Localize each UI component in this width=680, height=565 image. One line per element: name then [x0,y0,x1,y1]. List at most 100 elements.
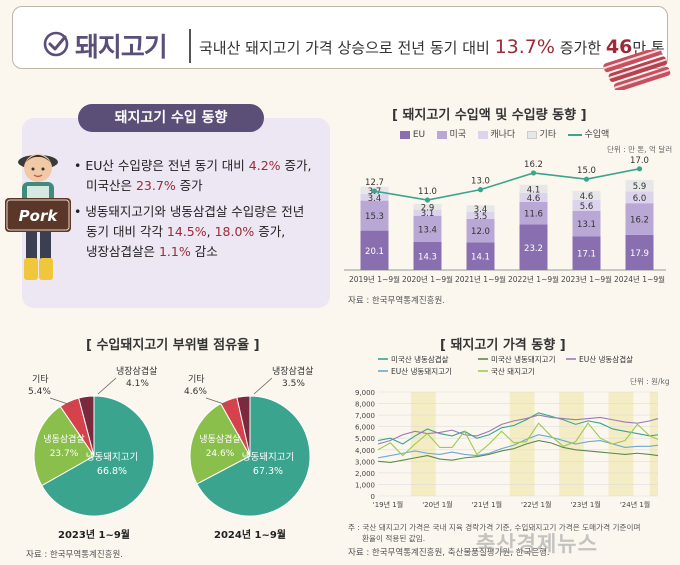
bar-label-2-0: 3.4 [368,194,382,204]
amount-label-3: 16.2 [524,160,543,170]
bar-캐나다-2 [466,211,495,219]
bar-미국-4 [572,210,601,237]
pie-1-value-frozen-pork: 67.3% [253,466,283,477]
pie-0-caption: 2023년 1~9월 [58,528,130,541]
pie-0-label-frozen-pork: 냉동돼지고기 [86,452,138,463]
bar-기타-1 [413,203,442,210]
pie-1-label-frozen-belly: 냉동삼겹살 [199,433,240,445]
price-y-tick-4: 4,000 [355,447,375,455]
bullet2-text-e: 냉장삼겹살은 [86,244,159,259]
bar-EU-1 [413,241,442,270]
price-x-tick-4: '23년 1월 [570,500,600,509]
import-trend-pill: 돼지고기 수입 동향 [78,104,264,132]
x-tick-label-0: 2019년 1~9월 [349,274,400,284]
legend-swatch-us [436,130,447,139]
price-x-tick-5: '24년 1월 [620,500,650,509]
farmer-illustration-icon: Pork [5,154,71,280]
bar-label-3-3: 4.1 [527,185,541,195]
amount-line [374,168,640,201]
price-legend-label-1: 미국산 냉동돼지고기 [491,354,555,364]
shaded-range-2 [559,392,584,496]
watermark-text: 축산경제뉴스 [476,532,598,556]
page-title: 돼지고기 [75,33,168,63]
pie-1-slice-3 [236,395,251,457]
bullet2-text-f: 감소 [190,244,218,259]
price-y-tick-3: 3,000 [355,458,375,466]
bar-label-0-1: 14.3 [418,252,437,262]
bar-label-0-5: 17.9 [630,249,649,259]
bar-label-1-4: 13.1 [577,220,596,230]
price-y-tick-5: 5,000 [355,435,375,443]
price-chart-unit: 단위 : 원/kg [630,377,670,386]
stack-chart-title: [ 돼지고기 수입액 및 수입량 동향 ] [392,108,587,123]
amount-label-1: 11.0 [418,187,437,197]
pie-0-value-frozen-pork: 66.8% [97,466,127,477]
bullet1-text-d: 증가 [175,178,203,193]
bar-label-3-1: 2.9 [421,203,435,213]
pie-0-slice-1 [33,405,95,487]
stack-chart-legend: EU 미국 캐나다 기타 수입액 [400,127,609,140]
legend-swatch-eu [400,130,410,139]
bullet1-text-a: EU산 수입량은 전년 동기 대비 [85,158,249,173]
import-trend-bullets: • EU산 수입량은 전년 동기 대비 4.2% 증가, 미국산은 23.7% 증… [74,156,330,268]
headline-part1: 국내산 돼지고기 가격 상승으로 전년 동기 대비 [199,39,495,57]
header-headline: 국내산 돼지고기 가격 상승으로 전년 동기 대비 13.7% 증가한 46만 … [199,36,665,58]
bar-label-0-0: 20.1 [365,247,384,257]
amount-label-0: 12.7 [365,178,384,188]
bullet2-text-c: , [206,224,215,239]
bullet2-text-b: 동기 대비 각각 [86,224,167,239]
price-x-tick-3: '22년 1월 [521,500,551,509]
price-series-4 [377,422,659,457]
price-chart-note1: 주 : 국산 돼지고기 가격은 국내 지육 경락가격 기준, 수입돼지고기 가격… [348,523,641,532]
bar-캐나다-1 [413,209,442,216]
price-line-chart: 0 1,000 2,000 3,000 4,000 5,000 6,000 7,000 8,00… [355,389,659,509]
bar-기타-4 [572,190,601,200]
pie-1-leader-other [205,397,231,407]
pie-1-value-other: 4.6% [184,387,207,397]
pie-section-source: 자료 : 한국무역통계진흥원. [26,550,123,560]
bar-label-0-3: 23.2 [524,244,543,254]
pork-sign-text: Pork [19,207,59,225]
pie-0-slice-0 [41,395,155,517]
price-y-tick-1: 1,000 [355,481,375,489]
price-y-tick-2: 2,000 [355,470,375,478]
bar-캐나다-5 [625,191,654,204]
price-legend-label-3: EU산 냉동돼지고기 [391,366,452,376]
bar-label-1-0: 15.3 [365,212,384,222]
price-legend-label-4: 국산 돼지고기 [491,366,535,376]
bar-미국-2 [466,218,495,243]
price-y-tick-0: 0 [371,493,375,501]
headline-part2: 증가한 [554,39,606,57]
headline-pct: 13.7% [494,36,555,58]
bullet2-pct-chilled-belly: 1.1% [158,244,191,259]
bar-미국-3 [519,201,548,225]
legend-swatch-other [526,130,537,139]
bar-EU-0 [360,230,389,270]
price-series-2 [377,414,659,445]
bullet-eu-us: • EU산 수입량은 전년 동기 대비 4.2% 증가, 미국산은 23.7% 증… [74,158,312,193]
pie-1-label-other: 기타 [188,374,205,385]
pie-1-value-frozen-belly: 24.6% [206,449,235,459]
pie-0-label-other: 기타 [32,374,49,385]
price-chart-legend: 미국산 냉동삼겹살 미국산 냉동돼지고기 EU산 냉동삼겹살 EU산 냉동돼지고기 국산… [378,354,633,376]
price-y-tick-8: 8,000 [355,401,375,409]
bar-EU-5 [625,234,654,270]
bar-label-2-2: 3.5 [474,212,488,222]
legend-label-other: 기타 [539,130,557,140]
bar-label-0-4: 17.1 [577,250,596,260]
bacon-strips-icon [603,50,671,90]
amount-point-0 [371,188,378,194]
bullet-frozen-chilled: • 냉동돼지고기와 냉동삼겹살 수입량은 전년 동기 대비 각각 14.5%, 1… [74,204,305,259]
shaded-range-1 [509,392,535,496]
bar-미국-0 [360,200,389,231]
price-y-tick-7: 7,000 [355,412,375,420]
bar-미국-5 [625,203,654,235]
x-tick-label-1: 2020년 1~9월 [402,274,453,284]
shaded-range-4 [649,392,658,496]
price-series-1 [377,439,659,464]
bar-label-1-3: 11.6 [524,210,543,220]
amount-point-5 [636,166,643,172]
bar-캐나다-3 [519,192,548,202]
price-series-0 [377,412,659,445]
amount-label-2: 13.0 [471,177,490,187]
